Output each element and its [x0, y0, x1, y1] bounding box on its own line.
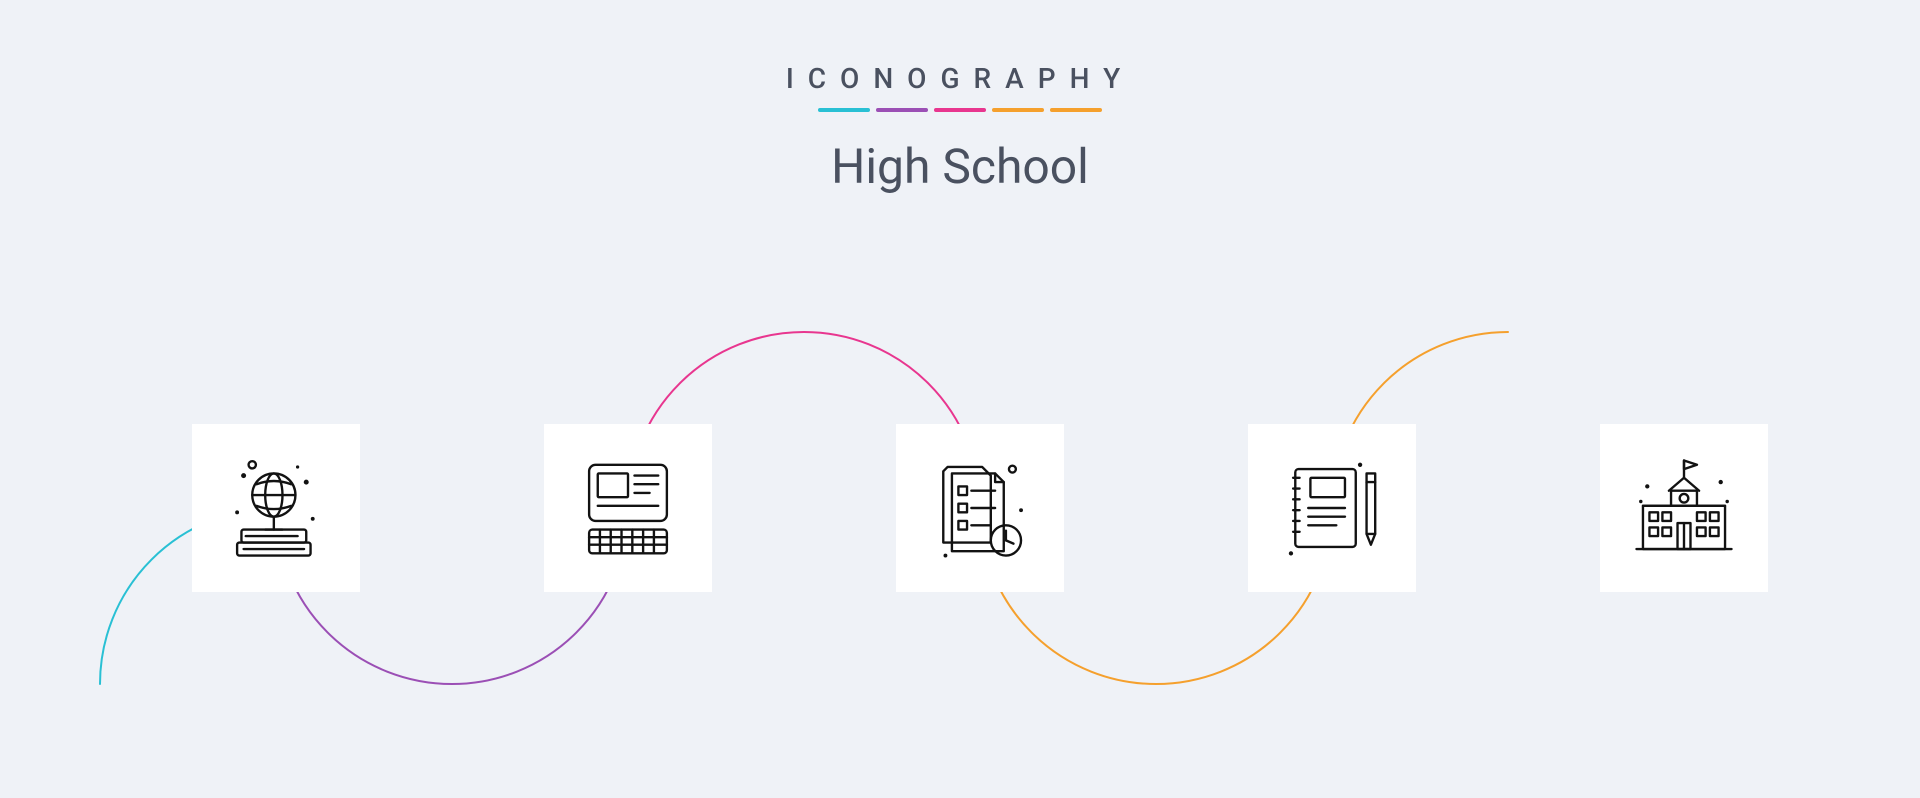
icon-card	[1248, 424, 1416, 592]
icon-card	[192, 424, 360, 592]
brand-underline	[818, 108, 1102, 112]
underline-seg	[876, 108, 928, 112]
underline-seg	[992, 108, 1044, 112]
page-title: High School	[0, 138, 1920, 195]
icon-card	[1600, 424, 1768, 592]
globe-on-books-icon	[222, 454, 330, 562]
notebook-pencil-icon	[1278, 454, 1386, 562]
icon-card	[896, 424, 1064, 592]
computer-icon	[574, 454, 682, 562]
icon-card	[544, 424, 712, 592]
brand-label: ICONOGRAPHY	[0, 62, 1920, 95]
task-time-icon	[926, 454, 1034, 562]
underline-seg	[818, 108, 870, 112]
connector-wave	[0, 0, 1920, 798]
school-building-icon	[1630, 454, 1738, 562]
underline-seg	[1050, 108, 1102, 112]
underline-seg	[934, 108, 986, 112]
